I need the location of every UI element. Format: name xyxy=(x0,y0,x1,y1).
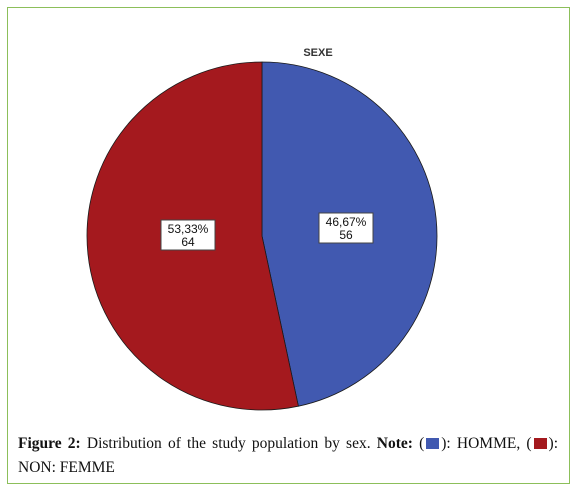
pie-slices xyxy=(86,61,438,411)
caption-legend-femme: ): NON: FEMME xyxy=(18,435,558,476)
caption-legend-homme: HOMME, ( xyxy=(450,435,532,452)
chart-title: SEXE xyxy=(303,47,332,59)
pie-data-labels: 46,67%56 53,33%64 xyxy=(160,212,374,251)
data-label-percent: 53,33% xyxy=(168,222,209,236)
data-label-count: 56 xyxy=(339,228,353,242)
figure-caption: Figure 2: Distribution of the study popu… xyxy=(18,432,558,480)
pie-data-label: 46,67%56 xyxy=(318,212,374,244)
data-label-count: 64 xyxy=(181,235,195,249)
femme-color-swatch xyxy=(533,438,547,449)
pie-chart: SEXE 46,67% 56 53,33% 64 xyxy=(86,47,438,411)
pie-chart-svg: SEXE 46,67%56 53,33%64 xyxy=(86,47,438,411)
caption-close-paren-1: ): xyxy=(441,435,451,452)
data-label-box xyxy=(160,219,216,251)
caption-open-paren-1: ( xyxy=(412,435,425,452)
note-label: Note: xyxy=(376,435,413,452)
figure-label: Figure 2: xyxy=(18,435,81,452)
homme-color-swatch xyxy=(426,438,440,449)
data-label-box xyxy=(318,212,374,244)
data-label-percent: 46,67% xyxy=(326,215,367,229)
caption-text: Distribution of the study population by … xyxy=(80,435,377,452)
pie-data-label: 53,33%64 xyxy=(160,219,216,251)
